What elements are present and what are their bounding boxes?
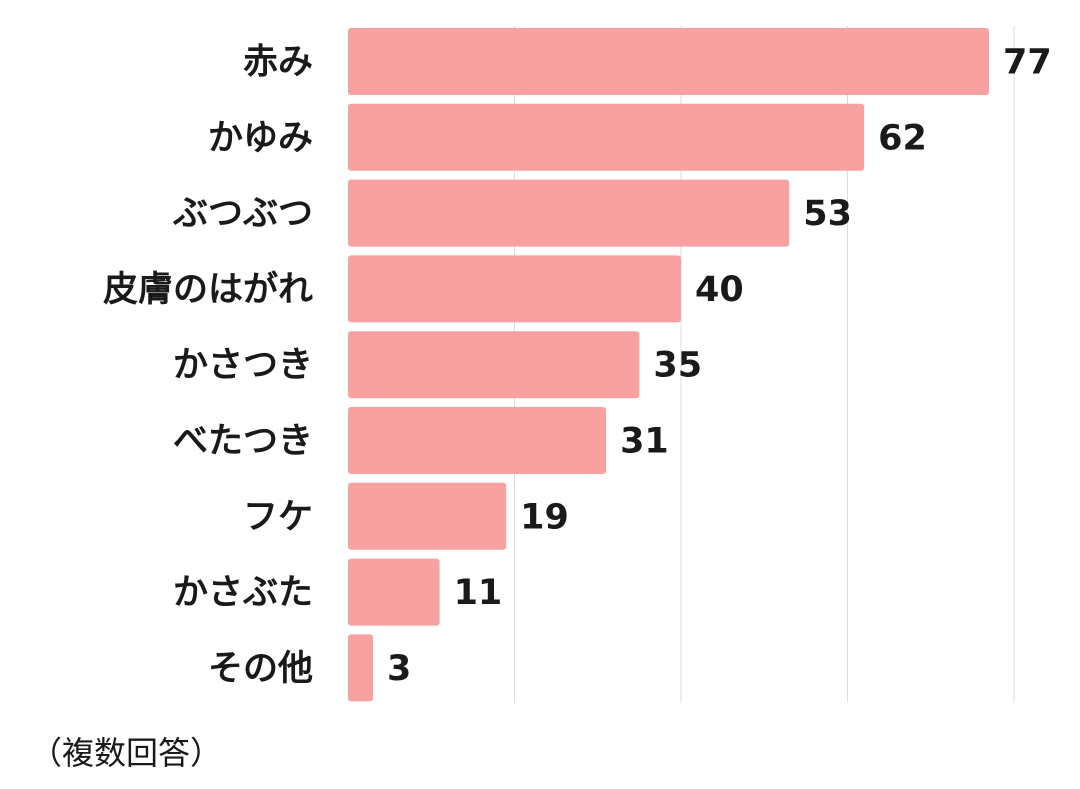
category-label-9: その他 xyxy=(208,649,313,689)
category-label-6: べたつき xyxy=(173,422,313,462)
bar-6 xyxy=(348,407,607,474)
category-label-2: かゆみ xyxy=(208,118,313,158)
category-label-4: 皮膚のはがれ xyxy=(103,270,313,310)
value-label-2: 62 xyxy=(878,118,927,158)
bar-1 xyxy=(348,28,990,95)
bar-2 xyxy=(348,103,865,171)
bar-4 xyxy=(348,255,681,323)
category-label-3: ぶつぶつ xyxy=(172,194,313,234)
bars xyxy=(348,28,990,702)
value-label-8: 11 xyxy=(454,573,503,613)
value-label-9: 3 xyxy=(387,649,411,689)
value-label-7: 19 xyxy=(520,497,569,537)
category-label-5: かさつき xyxy=(173,346,313,386)
footnote: （複数回答） xyxy=(30,734,223,772)
value-label-4: 40 xyxy=(695,270,744,310)
category-label-8: かさぶた xyxy=(173,573,313,613)
value-label-3: 53 xyxy=(803,194,852,234)
bar-9 xyxy=(348,634,373,702)
bar-5 xyxy=(348,331,640,399)
labels: 赤み 77 かゆみ 62 ぶつぶつ 53 皮膚のはがれ 40 かさつき 35 べたつき 31 フケ 19 か… xyxy=(103,43,1052,689)
value-label-1: 77 xyxy=(1003,43,1052,83)
category-label-1: 赤み xyxy=(243,43,313,83)
bar-8 xyxy=(348,558,440,626)
bar-3 xyxy=(348,179,790,247)
category-label-7: フケ xyxy=(243,497,313,537)
value-label-5: 35 xyxy=(653,346,702,386)
bar-7 xyxy=(348,482,507,550)
value-label-6: 31 xyxy=(620,422,669,462)
